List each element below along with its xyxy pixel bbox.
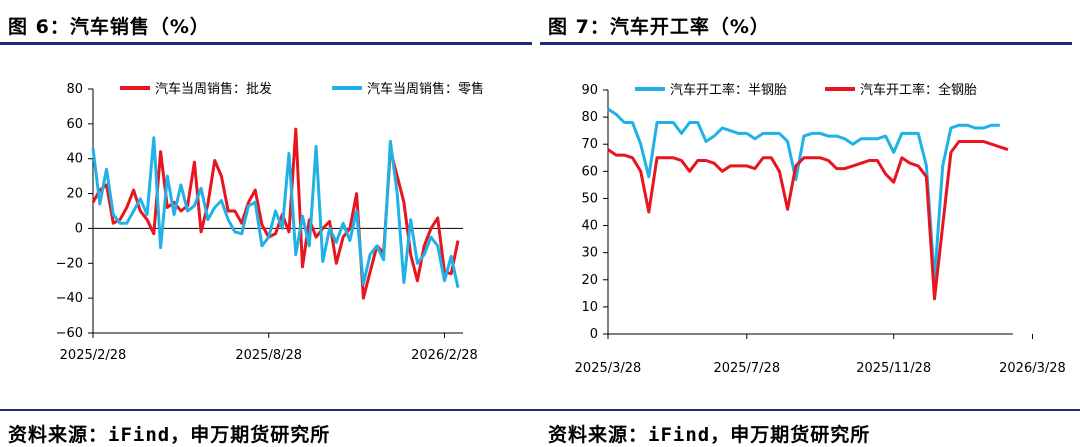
right-y-tick-label: 80 xyxy=(581,110,598,125)
left-source-note: 资料来源：iFind，申万期货研究所 xyxy=(8,424,331,446)
right-legend-label-1: 汽车开工率：全钢胎 xyxy=(860,82,977,98)
right-title-rule xyxy=(540,42,1072,45)
left-chart-title: 图 6：汽车销售（%） xyxy=(8,16,210,38)
left-y-tick-label: −40 xyxy=(56,291,83,306)
left-legend-label-1: 汽车当周销售：零售 xyxy=(367,81,484,97)
left-y-tick-label: −60 xyxy=(56,326,83,341)
right-y-tick-label: 20 xyxy=(581,273,598,288)
right-y-tick-label: 60 xyxy=(581,164,598,179)
left-y-tick-label: 60 xyxy=(66,117,83,132)
left-y-tick-label: 80 xyxy=(66,82,83,97)
right-chart-title: 图 7：汽车开工率（%） xyxy=(548,16,770,38)
left-legend-label-0: 汽车当周销售：批发 xyxy=(155,81,272,97)
right-y-tick-label: 30 xyxy=(581,246,598,261)
left-y-tick-label: 40 xyxy=(66,152,83,167)
right-source-note: 资料来源：iFind，申万期货研究所 xyxy=(548,424,871,446)
right-legend-label-0: 汽车开工率：半钢胎 xyxy=(670,82,787,98)
bottom-rule xyxy=(0,409,1080,411)
left-x-tick-label: 2025/2/28 xyxy=(60,348,127,363)
right-y-tick-label: 40 xyxy=(581,219,598,234)
left-series-line-0 xyxy=(91,127,460,300)
left-title-rule xyxy=(0,42,532,45)
right-y-tick-label: 50 xyxy=(581,191,598,206)
right-y-tick-label: 10 xyxy=(581,300,598,315)
right-y-tick-label: 0 xyxy=(590,327,598,342)
left-y-tick-label: 20 xyxy=(66,187,83,202)
left-x-tick-label: 2026/2/28 xyxy=(411,348,478,363)
right-x-tick-label: 2025/7/28 xyxy=(713,361,780,376)
left-y-tick-label: −20 xyxy=(56,256,83,271)
left-series-line-1 xyxy=(91,136,460,289)
right-y-tick-label: 70 xyxy=(581,137,598,152)
right-x-tick-label: 2025/11/28 xyxy=(856,361,931,376)
right-series-line-0 xyxy=(607,107,1000,282)
right-series-line-1 xyxy=(607,140,1009,301)
right-y-tick-label: 90 xyxy=(581,83,598,98)
right-x-tick-label: 2026/3/28 xyxy=(999,361,1066,376)
right-x-tick-label: 2025/3/28 xyxy=(575,361,642,376)
left-x-tick-label: 2025/8/28 xyxy=(235,348,302,363)
left-y-tick-label: 0 xyxy=(75,221,83,236)
